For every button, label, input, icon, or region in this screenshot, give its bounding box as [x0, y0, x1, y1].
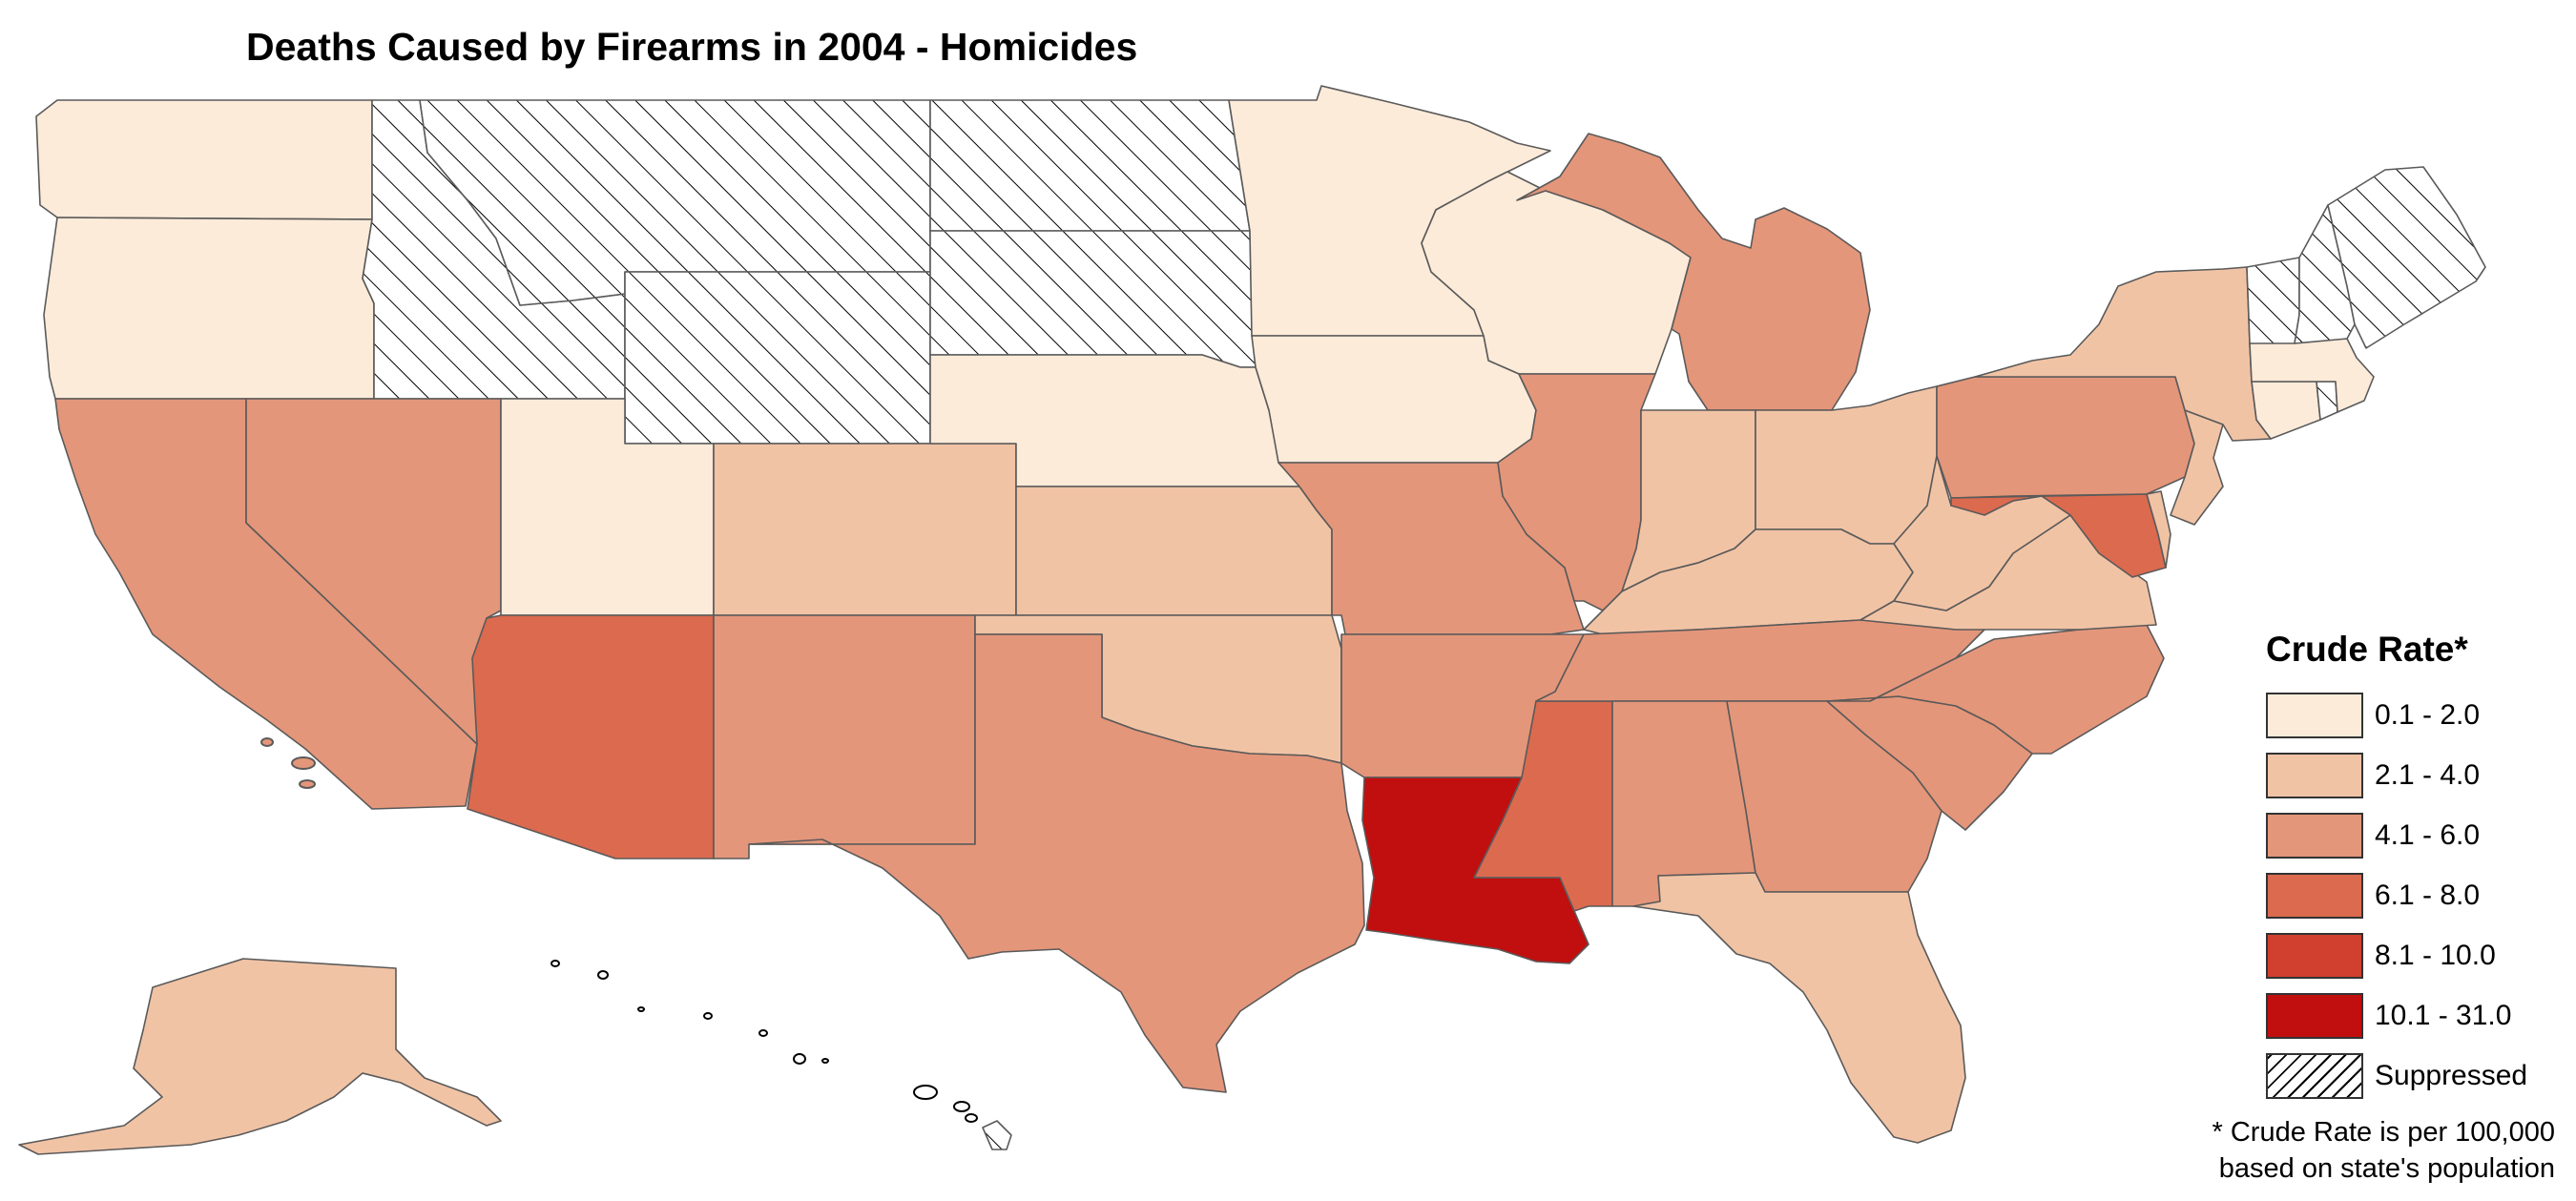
legend-label: 4.1 - 6.0 [2375, 818, 2481, 851]
footnote-line: based on state's population [2218, 1153, 2555, 1184]
state-massachusetts [2249, 338, 2375, 413]
state-north-carolina [1826, 624, 2165, 755]
state-texas [748, 633, 1365, 1093]
legend-item: 4.1 - 6.0 [2266, 805, 2571, 865]
legend-item: 10.1 - 31.0 [2266, 985, 2571, 1046]
legend-item: 0.1 - 2.0 [2266, 685, 2571, 745]
state-oregon [43, 217, 375, 400]
legend-item: 2.1 - 4.0 [2266, 745, 2571, 805]
legend-swatch [2266, 812, 2363, 859]
legend-swatch [2266, 872, 2363, 919]
legend-swatch [2266, 932, 2363, 979]
state-alaska [18, 958, 502, 1155]
state-delaware [2146, 490, 2171, 569]
state-vermont [2246, 257, 2300, 344]
footnote: * Crude Rate is per 100,000 based on sta… [2212, 1114, 2556, 1187]
legend-item: 8.1 - 10.0 [2266, 925, 2571, 985]
island-outlines [260, 737, 978, 1123]
map-title: Deaths Caused by Firearms in 2004 - Homi… [246, 25, 1138, 69]
state-kansas [1015, 486, 1333, 616]
legend-title: Crude Rate* [2266, 630, 2468, 669]
legend-label: 2.1 - 4.0 [2375, 758, 2481, 791]
state-hawaii [982, 1120, 1012, 1150]
state-new-jersey [2170, 409, 2224, 526]
legend-label: 6.1 - 8.0 [2375, 879, 2481, 911]
legend-item: Suppressed [2266, 1046, 2571, 1106]
legend-label: 8.1 - 10.0 [2375, 939, 2496, 971]
legend-label: 0.1 - 2.0 [2375, 698, 2481, 731]
legend-label: 10.1 - 31.0 [2375, 999, 2512, 1031]
state-south-dakota [929, 230, 1257, 368]
state-colorado [713, 443, 1017, 616]
state-maine [2327, 166, 2486, 349]
state-wisconsin [1421, 171, 1692, 375]
state-wyoming [624, 271, 931, 445]
legend-swatch [2266, 992, 2363, 1039]
legend-swatch [2266, 692, 2363, 738]
state-new-mexico [713, 614, 976, 859]
state-washington [35, 99, 373, 220]
legend-item: 6.1 - 8.0 [2266, 865, 2571, 925]
legend-swatch [2266, 752, 2363, 798]
state-pennsylvania [1936, 376, 2195, 499]
state-arizona [467, 614, 715, 859]
state-ohio [1755, 385, 1938, 545]
legend-swatch-hatched [2266, 1052, 2363, 1099]
legend-label: Suppressed [2375, 1059, 2528, 1091]
state-florida [1632, 872, 1966, 1144]
map-legend: Crude Rate* 0.1 - 2.0 2.1 - 4.0 4.1 - 6.… [2266, 630, 2571, 1106]
state-michigan [1516, 133, 1871, 411]
footnote-line: * Crude Rate is per 100,000 [2212, 1117, 2556, 1148]
state-north-dakota [929, 99, 1251, 232]
state-rhode-island [2316, 381, 2338, 421]
